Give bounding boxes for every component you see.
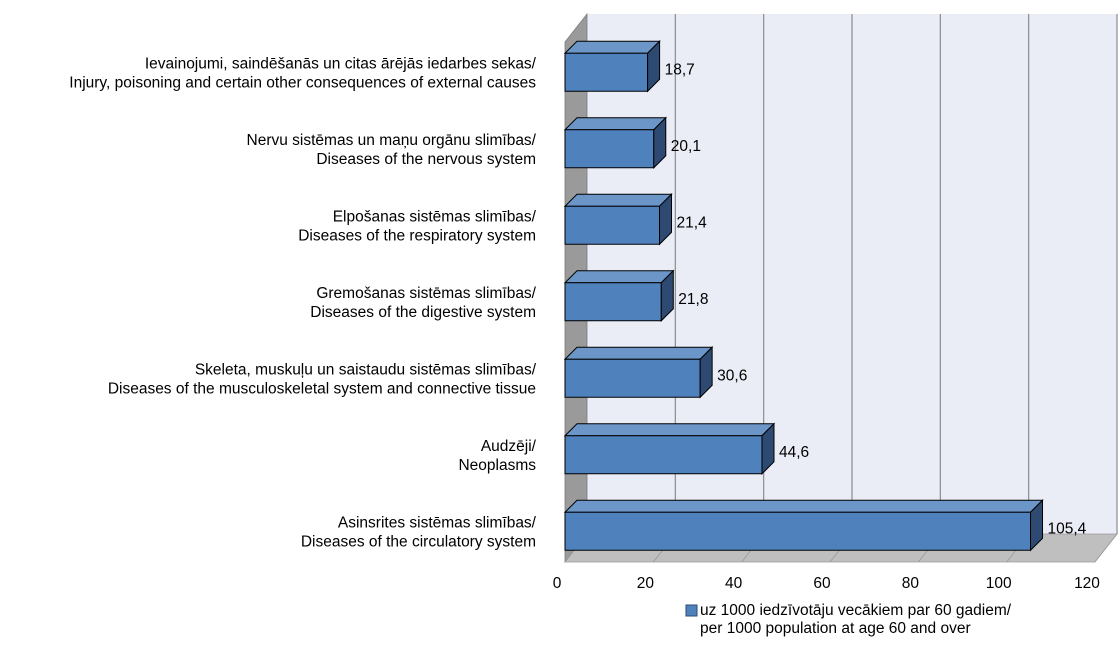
bar bbox=[563, 40, 661, 93]
bar bbox=[563, 193, 673, 246]
x-tick-label: 40 bbox=[725, 575, 743, 592]
bars bbox=[563, 40, 1044, 552]
bar bbox=[563, 422, 776, 475]
value-label: 105,4 bbox=[1048, 520, 1087, 537]
legend: uz 1000 iedzīvotāju vecākiem par 60 gadi… bbox=[685, 602, 1012, 637]
bar-top-face bbox=[563, 346, 714, 360]
legend-label-line-1: uz 1000 iedzīvotāju vecākiem par 60 gadi… bbox=[700, 602, 1012, 619]
x-tick-label: 20 bbox=[637, 575, 655, 592]
value-label: 44,6 bbox=[779, 444, 809, 461]
x-tick-label: 60 bbox=[813, 575, 831, 592]
category-label-line: Nervu sistēmas un maņu orgānu slimības/ bbox=[247, 132, 537, 149]
bar bbox=[563, 116, 667, 169]
bar-front-face bbox=[564, 358, 701, 398]
x-axis-ticks: 0 20 40 60 80 100 120 bbox=[553, 575, 1101, 592]
value-label: 18,7 bbox=[665, 61, 695, 78]
bar-front-face bbox=[564, 511, 1032, 551]
bar-end-face bbox=[647, 40, 661, 93]
bar-end-face bbox=[659, 193, 673, 246]
category-label-line: Skeleta, muskuļu un saistaudu sistēmas s… bbox=[195, 361, 537, 378]
bar-top-face bbox=[563, 270, 675, 284]
x-tick-label: 0 bbox=[553, 575, 562, 592]
bar-top-face bbox=[563, 117, 667, 131]
category-label-line: Diseases of the respiratory system bbox=[298, 227, 536, 244]
bar-end-face bbox=[1030, 499, 1044, 552]
category-label-line: Neoplasms bbox=[458, 457, 536, 474]
category-label-line: Diseases of the circulatory system bbox=[301, 533, 536, 550]
legend-swatch bbox=[685, 604, 698, 617]
value-label: 21,8 bbox=[678, 291, 708, 308]
floor-grid-120 bbox=[1094, 533, 1118, 563]
category-label-line: Diseases of the musculoskeletal system a… bbox=[108, 380, 536, 397]
bar-front-face bbox=[564, 205, 661, 245]
x-tick-label: 120 bbox=[1074, 575, 1100, 592]
value-label: 20,1 bbox=[671, 138, 701, 155]
category-label-line: Gremošanas sistēmas slimības/ bbox=[316, 285, 536, 302]
bar-end-face bbox=[660, 269, 674, 322]
category-label-line: Ievainojumi, saindēšanās un citas ārējās… bbox=[145, 55, 537, 72]
bar-top-face bbox=[563, 40, 661, 54]
bar-top-face bbox=[563, 423, 776, 437]
bar-top-face bbox=[563, 499, 1044, 513]
bar-end-face bbox=[761, 422, 775, 475]
bar-front-face bbox=[564, 52, 649, 92]
bar-front-face bbox=[564, 282, 662, 322]
bar bbox=[563, 346, 714, 399]
bar-end-face bbox=[653, 116, 667, 169]
category-label-line: Audzēji/ bbox=[481, 438, 537, 455]
legend-label-line-2: per 1000 population at age 60 and over bbox=[700, 620, 971, 637]
value-label: 30,6 bbox=[717, 367, 747, 384]
bar bbox=[563, 269, 675, 322]
category-label-line: Diseases of the digestive system bbox=[310, 304, 536, 321]
value-label: 21,4 bbox=[677, 214, 708, 231]
bar-front-face bbox=[564, 435, 763, 475]
category-label-line: Injury, poisoning and certain other cons… bbox=[69, 74, 536, 91]
category-label-line: Diseases of the nervous system bbox=[316, 151, 536, 168]
x-tick-label: 100 bbox=[986, 575, 1012, 592]
bar-top-face bbox=[563, 193, 673, 207]
bar bbox=[563, 499, 1044, 552]
category-labels: Ievainojumi, saindēšanās un citas ārējās… bbox=[69, 55, 536, 550]
x-tick-label: 80 bbox=[902, 575, 920, 592]
category-label-line: Asinsrites sistēmas slimības/ bbox=[338, 514, 537, 531]
value-labels: 18,7 20,1 21,4 21,8 30,6 44,6 105,4 bbox=[665, 61, 1087, 537]
bar-end-face bbox=[699, 346, 713, 399]
bar-front-face bbox=[564, 129, 655, 169]
category-label-line: Elpošanas sistēmas slimības/ bbox=[333, 208, 537, 225]
